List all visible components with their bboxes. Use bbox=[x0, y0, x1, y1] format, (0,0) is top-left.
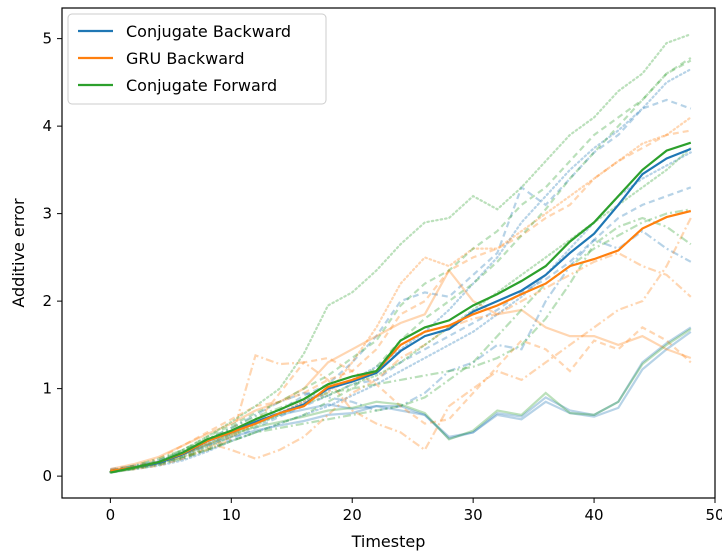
x-axis-label: Timestep bbox=[351, 532, 426, 551]
background-trace-2 bbox=[110, 98, 692, 471]
background-trace-13 bbox=[110, 268, 692, 471]
legend: Conjugate Backward GRU Backward Conjugate … bbox=[67, 13, 327, 105]
legend-label: Conjugate Backward bbox=[126, 22, 291, 41]
background-trace-14 bbox=[110, 328, 692, 474]
x-tick-label: 50 bbox=[705, 506, 722, 524]
background-trace-9 bbox=[110, 217, 692, 472]
background-trace-3 bbox=[110, 186, 692, 472]
legend-label: Conjugate Forward bbox=[126, 76, 277, 95]
y-axis-ticks: 0 1 2 3 4 5 bbox=[42, 30, 62, 485]
y-tick-label: 1 bbox=[42, 380, 52, 398]
background-trace-8 bbox=[110, 326, 692, 473]
background-trace-6 bbox=[109, 151, 692, 474]
series-line-conjugate-forward bbox=[110, 141, 692, 474]
background-trace-19 bbox=[110, 208, 691, 474]
y-tick-label: 0 bbox=[42, 467, 52, 485]
background-trace-17 bbox=[109, 33, 692, 473]
x-tick-label: 30 bbox=[464, 506, 483, 524]
x-axis-ticks: 0 10 20 30 40 50 bbox=[106, 498, 722, 524]
background-trace-10 bbox=[110, 129, 691, 472]
main-series bbox=[110, 141, 692, 474]
plot-frame bbox=[61, 7, 716, 499]
legend-box bbox=[67, 13, 327, 105]
background-trace-20 bbox=[109, 146, 692, 473]
background-trace-11 bbox=[109, 116, 692, 473]
y-axis-label: Additive error bbox=[9, 198, 28, 308]
x-tick-label: 20 bbox=[343, 506, 362, 524]
background-trace-7 bbox=[110, 326, 692, 472]
background-trace-15 bbox=[110, 59, 692, 473]
series-line-conjugate-backward bbox=[110, 147, 692, 472]
y-tick-label: 4 bbox=[42, 117, 52, 135]
y-tick-label: 2 bbox=[42, 292, 52, 310]
legend-label: GRU Backward bbox=[126, 49, 245, 68]
x-tick-label: 40 bbox=[585, 506, 604, 524]
series-line-gru-backward bbox=[110, 209, 692, 472]
x-tick-label: 0 bbox=[106, 506, 116, 524]
background-trace-12 bbox=[110, 251, 692, 472]
y-tick-label: 5 bbox=[42, 30, 52, 48]
y-tick-label: 3 bbox=[42, 205, 52, 223]
x-tick-label: 10 bbox=[222, 506, 241, 524]
background-trace-5 bbox=[109, 68, 692, 473]
